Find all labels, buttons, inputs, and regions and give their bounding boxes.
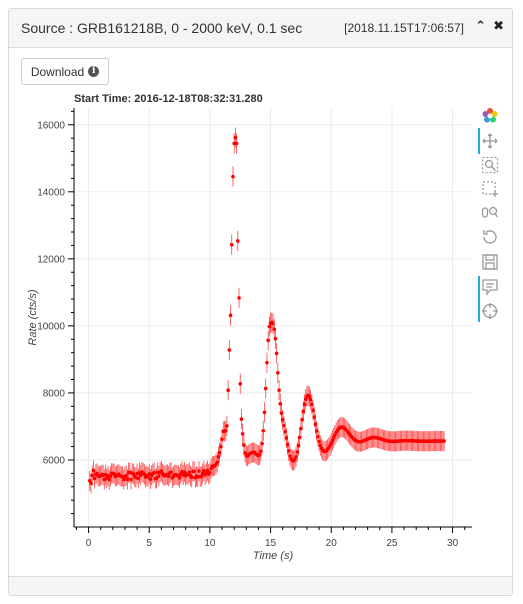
crosshair-icon[interactable] [481,302,499,320]
data-point [265,360,269,365]
collapse-icon[interactable]: ⌃ [475,18,486,33]
data-point [236,239,240,243]
data-point [261,428,266,433]
close-icon[interactable]: ✖ [493,18,504,33]
bokeh-logo-icon[interactable] [481,107,499,125]
save-icon[interactable] [481,253,499,271]
info-icon: i [88,66,100,77]
x-tick-label: 0 [86,538,92,549]
data-point [228,313,233,318]
panel-timestamp: [2018.11.15T17:06:57] [344,21,464,35]
download-label: Download [30,64,85,79]
data-point [263,386,268,391]
data-point [273,336,278,341]
data-point [238,381,243,386]
y-tick-label: 12000 [37,254,65,265]
data-point [237,296,241,300]
data-point [274,351,279,356]
download-button[interactable]: Download i [21,58,109,85]
x-tick-label: 10 [204,538,216,549]
box-zoom-icon[interactable] [481,156,499,174]
y-tick-label: 16000 [37,120,65,131]
panel-title: Source : GRB161218B, 0 - 2000 keV, 0.1 s… [21,20,303,36]
x-tick-label: 30 [447,538,459,549]
panel-header: Source : GRB161218B, 0 - 2000 keV, 0.1 s… [9,9,512,48]
wheel-zoom-icon[interactable] [481,204,499,222]
y-tick-label: 14000 [37,187,65,198]
data-point [231,174,235,179]
data-point [239,417,244,421]
data-point [226,388,230,393]
x-tick-label: 20 [326,538,338,549]
chart-title: Start Time: 2016-12-18T08:32:31.280 [74,93,263,105]
toolbar-active-indicator [478,128,480,154]
data-series [87,127,446,494]
y-tick-label: 10000 [37,321,65,332]
data-point [277,388,281,392]
x-tick-label: 15 [265,538,277,549]
data-point [276,371,280,375]
y-tick-label: 6000 [43,455,66,466]
pan-icon[interactable] [481,132,499,150]
hover-icon[interactable] [481,278,499,296]
data-point [442,439,446,443]
data-point [262,410,267,415]
toolbar-active-indicator [478,276,480,322]
data-point [260,441,264,446]
data-point [229,242,234,247]
data-point [240,431,245,436]
panel-footer [9,576,512,595]
y-axis-label: Rate (cts/s) [27,289,39,346]
data-point [234,141,239,146]
data-point [227,348,232,352]
reset-icon[interactable] [481,228,499,246]
x-tick-label: 5 [146,538,152,549]
data-point [225,424,229,428]
x-tick-label: 25 [386,538,398,549]
box-select-icon[interactable] [481,180,499,198]
data-point [266,338,270,343]
y-tick-label: 8000 [43,388,66,399]
x-axis-label: Time (s) [253,550,294,562]
